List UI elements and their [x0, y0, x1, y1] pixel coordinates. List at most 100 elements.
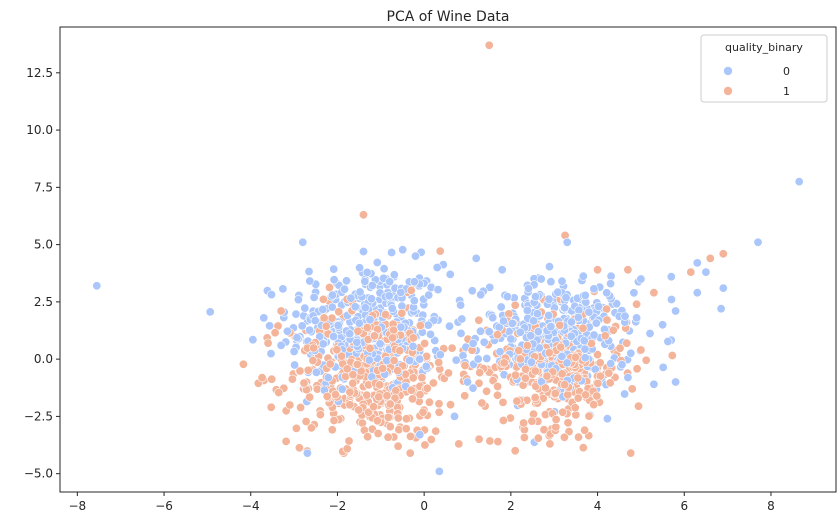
scatter-point-series-0 — [544, 262, 554, 272]
scatter-point-series-1 — [296, 402, 306, 412]
scatter-point-series-0 — [666, 272, 676, 282]
scatter-point-series-1 — [520, 373, 530, 383]
scatter-point-series-0 — [626, 348, 636, 358]
scatter-point-series-0 — [379, 264, 389, 274]
scatter-point-series-1 — [484, 40, 494, 50]
scatter-point-series-1 — [584, 411, 594, 421]
scatter-point-series-1 — [428, 378, 438, 388]
legend-label-0: 0 — [783, 65, 790, 78]
scatter-point-series-0 — [467, 286, 477, 296]
scatter-point-series-1 — [493, 381, 503, 391]
scatter-point-series-1 — [499, 358, 509, 368]
scatter-point-series-1 — [622, 338, 632, 348]
scatter-point-series-0 — [415, 430, 425, 440]
chart-title: PCA of Wine Data — [387, 9, 510, 25]
scatter-point-series-1 — [578, 443, 588, 453]
legend: quality_binary 0 1 — [700, 34, 828, 103]
scatter-point-series-1 — [475, 368, 485, 378]
scatter-point-series-0 — [385, 277, 395, 287]
scatter-point-series-1 — [344, 436, 354, 446]
scatter-point-series-1 — [406, 285, 416, 295]
scatter-point-series-1 — [540, 383, 550, 393]
scatter-point-series-0 — [396, 287, 406, 297]
scatter-point-series-0 — [602, 414, 612, 424]
scatter-point-series-0 — [415, 354, 425, 364]
scatter-point-series-0 — [718, 283, 728, 293]
scatter-point-series-0 — [457, 314, 467, 324]
scatter-point-series-0 — [533, 327, 543, 337]
scatter-point-series-1 — [301, 416, 311, 426]
scatter-point-series-0 — [259, 313, 269, 323]
scatter-point-series-1 — [319, 313, 329, 323]
scatter-point-series-1 — [368, 402, 378, 412]
scatter-point-series-1 — [431, 426, 441, 436]
scatter-point-series-1 — [263, 338, 273, 348]
scatter-point-series-1 — [626, 448, 636, 458]
scatter-point-series-0 — [617, 360, 627, 370]
scatter-point-series-0 — [526, 331, 536, 341]
y-tick-label: −5.0 — [24, 467, 53, 481]
scatter-point-series-1 — [533, 433, 543, 443]
scatter-point-series-1 — [521, 364, 531, 374]
scatter-point-series-1 — [580, 425, 590, 435]
scatter-point-series-1 — [385, 399, 395, 409]
scatter-point-series-0 — [546, 277, 556, 287]
scatter-point-series-1 — [383, 412, 393, 422]
scatter-point-series-1 — [418, 407, 428, 417]
scatter-point-series-0 — [327, 290, 337, 300]
scatter-point-series-0 — [248, 335, 258, 345]
scatter-point-series-1 — [592, 350, 602, 360]
scatter-point-series-1 — [605, 378, 615, 388]
scatter-point-series-1 — [352, 359, 362, 369]
scatter-point-series-0 — [289, 346, 299, 356]
scatter-point-series-0 — [282, 326, 292, 336]
scatter-point-series-1 — [362, 323, 372, 333]
scatter-point-series-0 — [468, 338, 478, 348]
scatter-point-series-1 — [303, 365, 313, 375]
scatter-point-series-1 — [510, 300, 520, 310]
scatter-point-series-1 — [238, 359, 248, 369]
scatter-point-series-1 — [417, 373, 427, 383]
scatter-point-series-0 — [482, 353, 492, 363]
points-layer — [92, 40, 804, 476]
y-tick-label: 5.0 — [34, 238, 53, 252]
scatter-point-series-1 — [294, 443, 304, 453]
scatter-point-series-1 — [401, 414, 411, 424]
scatter-point-series-0 — [328, 331, 338, 341]
scatter-point-series-0 — [701, 267, 711, 277]
scatter-point-series-0 — [290, 360, 300, 370]
scatter-point-series-1 — [435, 246, 445, 256]
scatter-point-series-0 — [410, 251, 420, 261]
scatter-point-series-1 — [434, 357, 444, 367]
scatter-point-series-0 — [562, 358, 572, 368]
scatter-point-series-0 — [310, 316, 320, 326]
scatter-point-series-1 — [510, 370, 520, 380]
scatter-point-series-0 — [333, 320, 343, 330]
scatter-point-series-0 — [620, 389, 630, 399]
scatter-point-series-0 — [435, 350, 445, 360]
scatter-point-series-1 — [632, 364, 642, 374]
scatter-point-series-0 — [612, 299, 622, 309]
scatter-point-series-0 — [358, 247, 368, 257]
scatter-point-series-1 — [405, 431, 415, 441]
scatter-point-series-0 — [309, 292, 319, 302]
scatter-point-series-0 — [589, 284, 599, 294]
scatter-point-series-1 — [382, 391, 392, 401]
scatter-point-series-0 — [530, 292, 540, 302]
scatter-point-series-0 — [471, 253, 481, 263]
scatter-point-series-0 — [456, 328, 466, 338]
y-tick-label: 2.5 — [34, 295, 53, 309]
scatter-point-series-0 — [692, 258, 702, 268]
scatter-point-series-0 — [265, 321, 275, 331]
scatter-point-series-1 — [649, 288, 659, 298]
scatter-point-series-1 — [274, 387, 284, 397]
scatter-point-series-1 — [593, 265, 603, 275]
scatter-point-series-1 — [592, 391, 602, 401]
x-tick-label: 8 — [767, 499, 775, 513]
scatter-point-series-0 — [557, 276, 567, 286]
scatter-point-series-0 — [658, 320, 668, 330]
scatter-point-series-0 — [794, 177, 804, 187]
scatter-point-series-0 — [292, 333, 302, 343]
scatter-point-series-0 — [522, 305, 532, 315]
